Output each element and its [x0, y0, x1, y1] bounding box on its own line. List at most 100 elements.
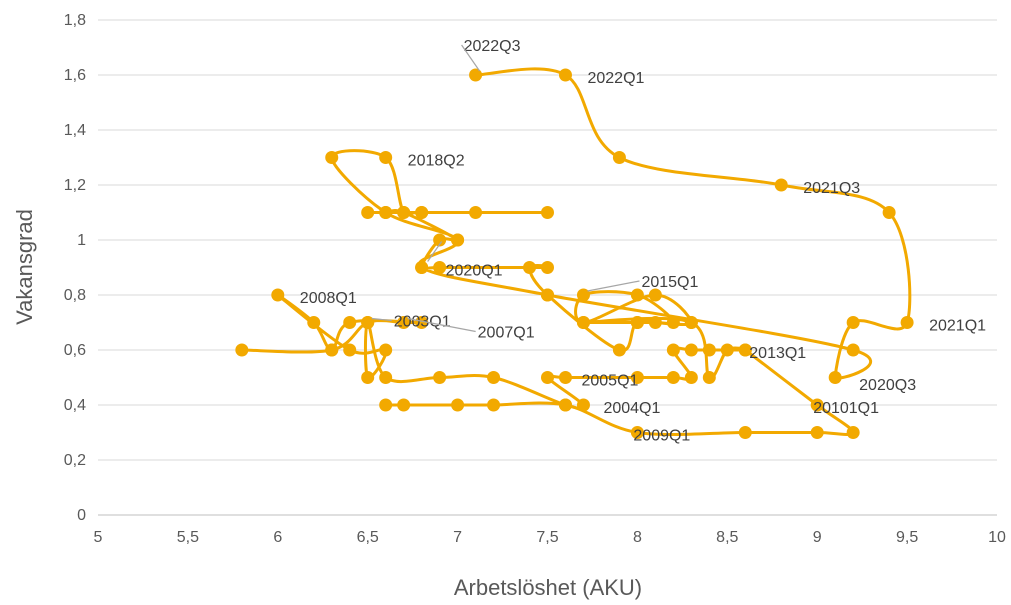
point-label: 2021Q3: [803, 180, 860, 197]
data-point: [433, 371, 447, 384]
data-point: [684, 343, 698, 357]
data-point: [648, 316, 662, 329]
data-point: [433, 233, 447, 247]
data-point: [666, 343, 680, 357]
x-tick-label: 5,5: [177, 529, 199, 546]
series-line: [385, 348, 855, 437]
data-point: [666, 316, 680, 329]
point-label: 2013Q1: [749, 345, 806, 362]
data-point: [846, 316, 860, 329]
label-leader: [371, 317, 392, 322]
data-point: [576, 398, 590, 412]
data-point: [379, 371, 393, 384]
data-point: [451, 233, 465, 247]
data-point: [325, 343, 339, 357]
data-point: [720, 343, 734, 357]
data-point: [541, 206, 554, 219]
data-point: [684, 371, 698, 384]
data-point: [235, 343, 249, 357]
data-point: [469, 206, 483, 219]
data-point: [900, 316, 914, 329]
point-label: 2015Q1: [641, 274, 698, 291]
y-tick-label: 1,8: [64, 12, 86, 29]
data-point: [487, 371, 501, 384]
data-point: [558, 371, 572, 384]
y-tick-label: 1,2: [64, 177, 86, 194]
x-tick-label: 9,5: [896, 529, 918, 546]
point-label: 2020Q1: [446, 263, 503, 280]
point-label: 20101Q1: [813, 400, 879, 417]
data-point: [487, 398, 501, 412]
y-tick-label: 1,6: [64, 67, 86, 84]
data-point: [882, 206, 896, 219]
y-tick-label: 0,4: [64, 397, 86, 414]
label-leader: [407, 317, 476, 333]
point-label: 2003Q1: [394, 314, 451, 331]
data-point: [576, 316, 590, 329]
point-label: 2021Q1: [929, 318, 986, 335]
point-label: 2005Q1: [581, 373, 638, 390]
data-point: [415, 206, 429, 219]
y-axis-title: Vakansgrad: [12, 209, 37, 325]
point-label: 2007Q1: [478, 325, 535, 342]
data-point: [810, 398, 824, 412]
data-point: [630, 426, 644, 439]
point-label: 2022Q1: [587, 70, 644, 87]
x-tick-label: 10: [988, 529, 1006, 546]
data-point: [379, 343, 393, 357]
data-point: [361, 206, 375, 219]
x-tick-label: 7,5: [536, 529, 558, 546]
data-point: [810, 426, 824, 439]
series-lines: [241, 67, 912, 437]
data-point: [576, 288, 590, 302]
data-point: [828, 371, 842, 384]
data-point: [415, 316, 429, 329]
data-point: [361, 371, 375, 384]
data-point: [846, 426, 860, 439]
point-label: 2020Q3: [859, 377, 916, 394]
y-tick-label: 0,8: [64, 287, 86, 304]
point-label: 2018Q2: [408, 153, 465, 170]
data-point: [433, 261, 447, 274]
x-axis-title: Arbetslöshet (AKU): [454, 575, 642, 600]
x-tick-label: 5: [94, 529, 103, 546]
data-point: [666, 371, 680, 384]
data-point: [379, 151, 393, 164]
label-leader: [461, 44, 481, 72]
data-point: [541, 261, 554, 274]
data-point: [541, 371, 554, 384]
data-point: [523, 261, 537, 274]
data-point: [558, 68, 572, 82]
series-line: [241, 67, 912, 410]
data-point: [630, 371, 644, 384]
data-point: [774, 178, 788, 192]
data-point: [684, 316, 698, 329]
data-point: [271, 288, 285, 302]
point-labels: 2022Q3 2022Q1 2018Q2 2021Q3 2020Q1 2015Q1 2008…: [300, 38, 986, 445]
data-point: [612, 151, 626, 164]
data-point: [702, 343, 716, 357]
x-tick-label: 7: [453, 529, 462, 546]
data-point: [397, 316, 411, 329]
point-label: 2004Q1: [603, 400, 660, 417]
point-label: 2022Q3: [464, 38, 521, 55]
y-tick-label: 0,6: [64, 342, 86, 359]
data-point: [738, 343, 752, 357]
data-point: [630, 316, 644, 329]
x-tick-label: 8: [633, 529, 642, 546]
data-point: [325, 151, 339, 164]
data-point: [630, 288, 644, 302]
y-tick-label: 0: [77, 507, 86, 524]
point-label: 2009Q1: [633, 428, 690, 445]
x-tick-label: 6,5: [357, 529, 379, 546]
axes: 0 0,2 0,4 0,6 0,8 1 1,2 1,4 1,6 1,8 5 5,5 6 6,5 7 7,5 8 8…: [64, 12, 1006, 546]
data-point: [702, 371, 716, 384]
point-label: 2008Q1: [300, 290, 357, 307]
data-point: [379, 398, 393, 412]
data-point: [738, 426, 752, 439]
x-tick-label: 8,5: [716, 529, 738, 546]
data-point: [451, 398, 465, 412]
data-point: [612, 343, 626, 357]
data-point: [558, 398, 572, 412]
